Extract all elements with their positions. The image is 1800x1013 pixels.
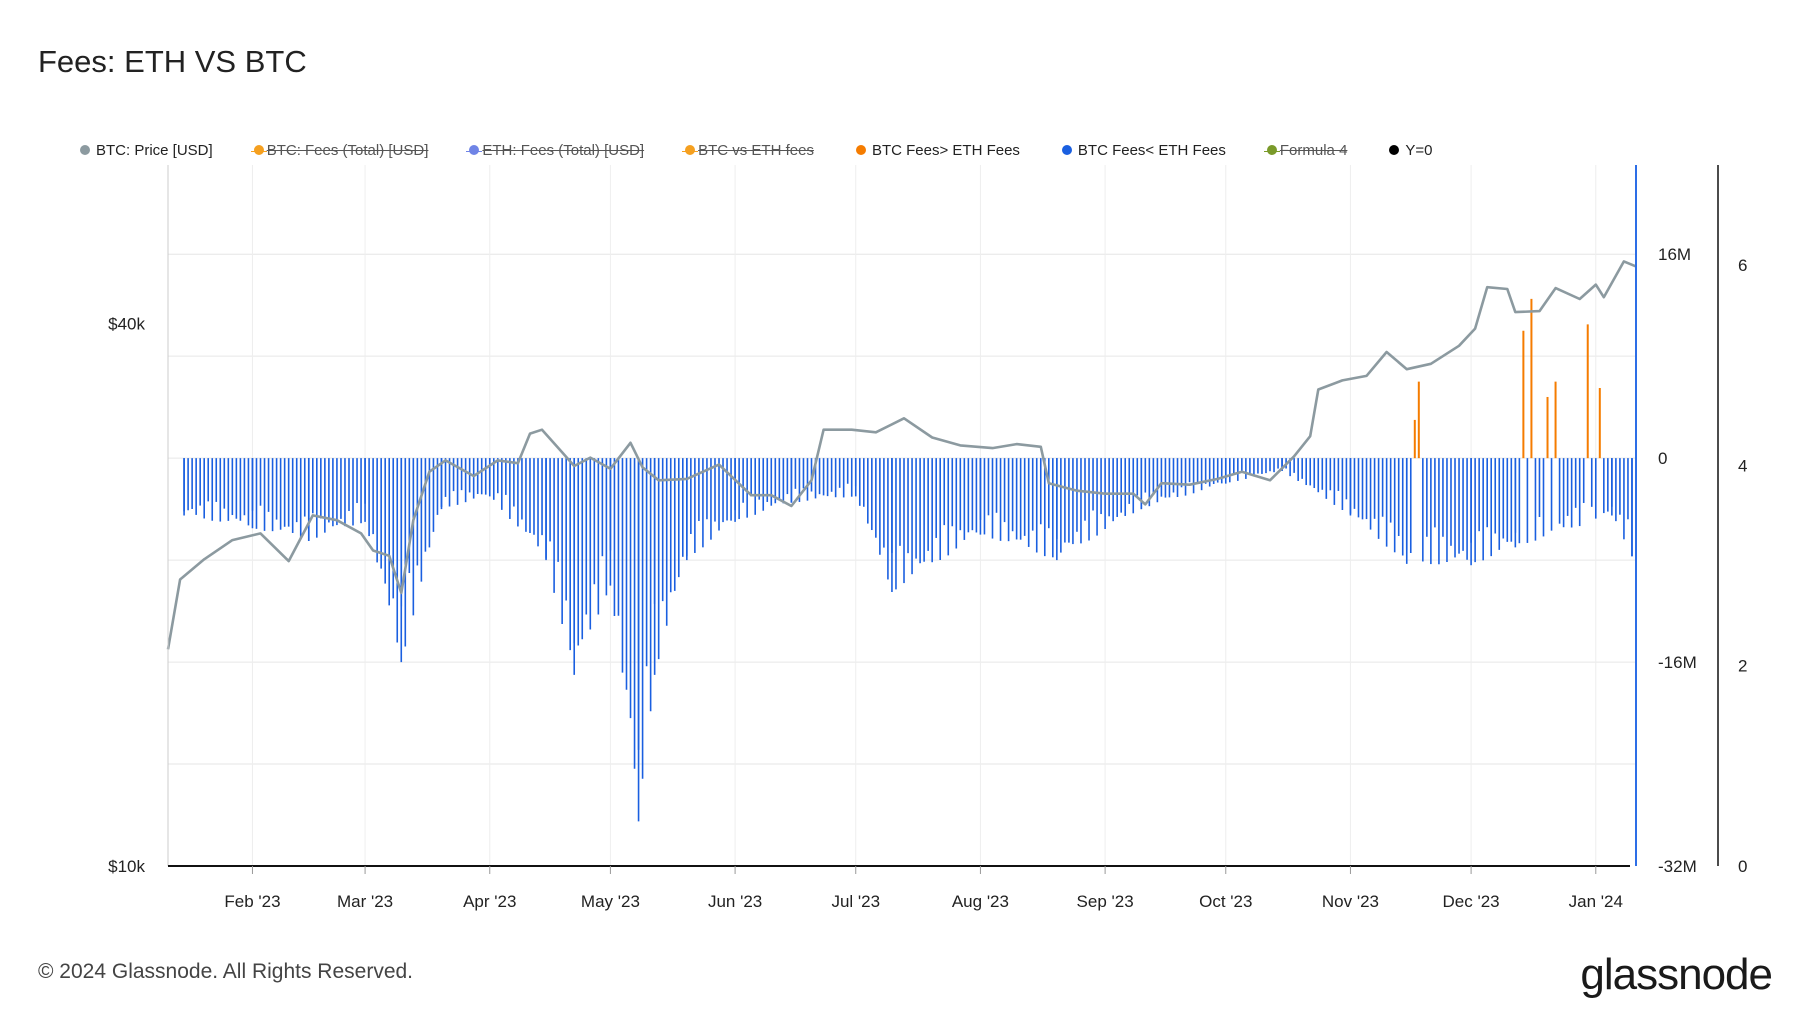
y-right-tick-label: -32M	[1658, 857, 1697, 876]
legend-item[interactable]: BTC Fees< ETH Fees	[1061, 141, 1226, 159]
y-right-tick-label: -16M	[1658, 653, 1697, 672]
gridlines	[168, 165, 1636, 866]
y-right-tick-label: 0	[1658, 449, 1667, 468]
legend-item[interactable]: BTC Fees> ETH Fees	[855, 141, 1020, 159]
y-right2-tick-label: 0	[1738, 857, 1747, 876]
legend-item[interactable]: BTC: Fees (Total) [USD]	[250, 141, 429, 159]
y-right-ticks: 16M 0 -16M -32M	[1658, 245, 1697, 876]
axes	[167, 165, 1719, 867]
x-axis-ticks: Feb '23 Mar '23 Apr '23 May '23 Jun '23 Jul '…	[224, 866, 1623, 911]
chart-svg: Feb '23 Mar '23 Apr '23 May '23 Jun '23 Jul '…	[108, 165, 1747, 911]
x-tick-label: Sep '23	[1077, 892, 1134, 911]
x-tick-label: Jul '23	[831, 892, 880, 911]
x-tick-label: Feb '23	[224, 892, 280, 911]
legend-dot-icon	[685, 145, 696, 155]
legend-dot-icon	[1061, 145, 1072, 155]
legend-label: Formula 4	[1279, 141, 1348, 159]
price-line-layer	[166, 260, 1637, 650]
legend-dot-icon	[253, 145, 264, 155]
y-right2-tick-label: 6	[1738, 256, 1747, 275]
legend-dot-icon	[1389, 145, 1400, 155]
y-right-tick-label: 16M	[1658, 245, 1691, 264]
btc-price-line	[166, 260, 1637, 650]
y-right2-tick-label: 4	[1738, 456, 1747, 475]
x-tick-label: Mar '23	[337, 892, 393, 911]
copyright-footer: © 2024 Glassnode. All Rights Reserved.	[38, 960, 414, 983]
y-right2-ticks: 6 4 2 0	[1738, 256, 1747, 876]
chart-title: Fees: ETH VS BTC	[38, 44, 307, 79]
fee-bars	[183, 298, 1633, 822]
legend-label: Y=0	[1405, 141, 1433, 159]
x-tick-label: Jan '24	[1569, 892, 1623, 911]
y-right2-tick-label: 2	[1738, 657, 1747, 676]
legend-label: BTC Fees> ETH Fees	[871, 141, 1020, 159]
legend: BTC: Price [USD] BTC: Fees (Total) [USD] E…	[80, 140, 1475, 160]
x-tick-label: Nov '23	[1322, 892, 1379, 911]
y-left-tick-label: $10k	[108, 857, 145, 876]
y-left-tick-label: $40k	[108, 315, 145, 334]
x-tick-label: Aug '23	[952, 892, 1009, 911]
y-left-ticks: $10k $40k	[108, 315, 145, 876]
x-tick-label: Oct '23	[1199, 892, 1252, 911]
legend-item[interactable]: BTC vs ETH fees	[682, 141, 814, 159]
legend-label: BTC: Price [USD]	[96, 141, 213, 159]
legend-dot-icon	[80, 145, 90, 155]
legend-item[interactable]: BTC: Price [USD]	[80, 142, 213, 159]
legend-dot-icon	[855, 145, 866, 155]
x-tick-label: Dec '23	[1443, 892, 1500, 911]
legend-label: BTC: Fees (Total) [USD]	[266, 141, 429, 159]
legend-dot-icon	[1266, 145, 1277, 155]
legend-dot-icon	[469, 145, 480, 155]
legend-label: ETH: Fees (Total) [USD]	[482, 141, 645, 159]
legend-label: BTC Fees< ETH Fees	[1077, 141, 1226, 159]
x-tick-label: Apr '23	[463, 892, 516, 911]
legend-label: BTC vs ETH fees	[698, 141, 814, 159]
legend-item[interactable]: Formula 4	[1263, 141, 1348, 159]
x-tick-label: Jun '23	[708, 892, 762, 911]
legend-item[interactable]: Y=0	[1389, 141, 1433, 159]
legend-item[interactable]: ETH: Fees (Total) [USD]	[466, 141, 645, 159]
glassnode-logo: glassnode	[1580, 950, 1773, 999]
x-tick-label: May '23	[581, 892, 640, 911]
